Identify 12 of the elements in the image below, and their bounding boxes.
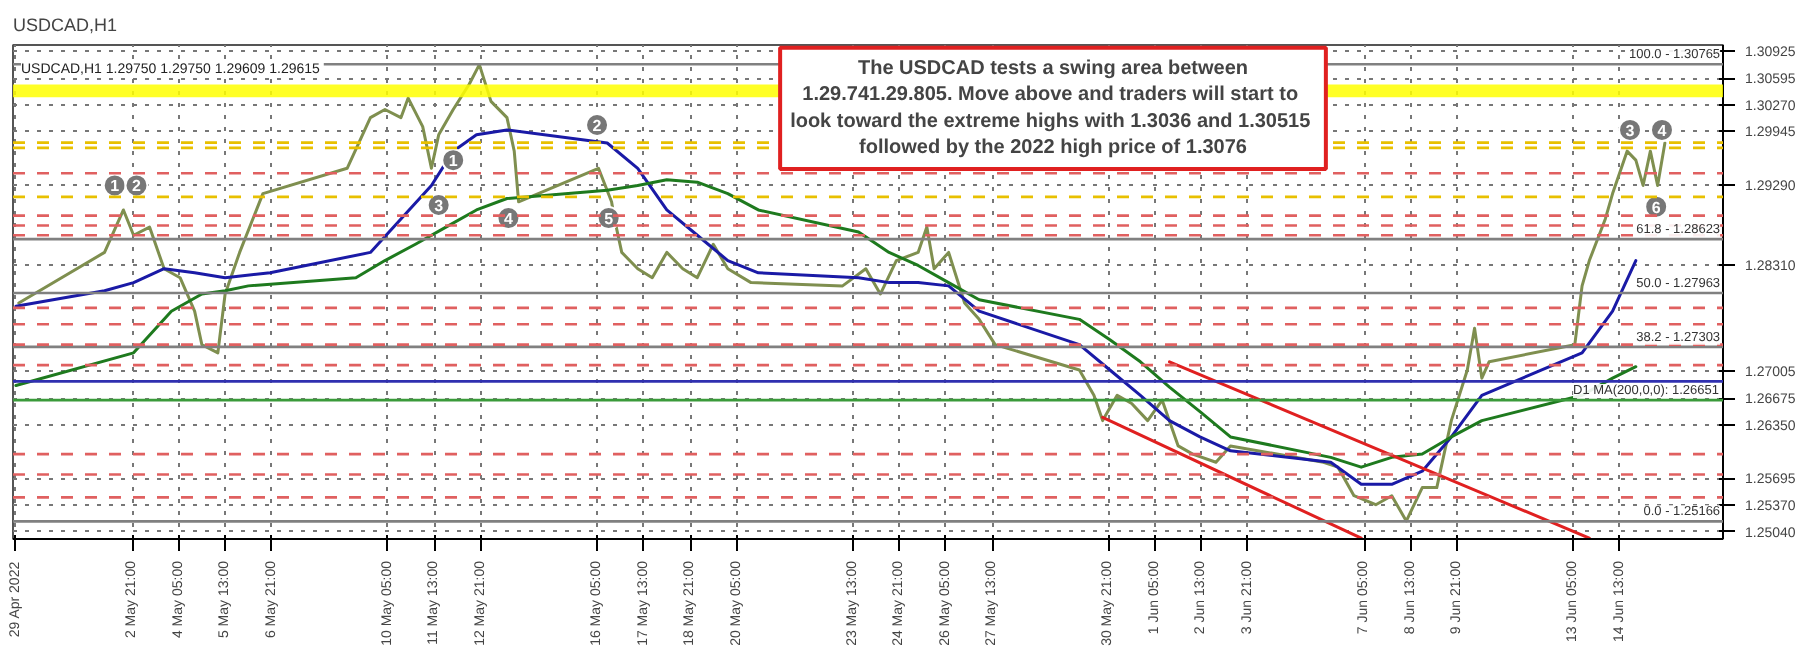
annotation: The USDCAD tests a swing area between 1.29.741.29.805. Move above and traders will start to look toward the extreme highs with 1.3036 and 1.30515 followed by the 2022 high price of 1.3076 xyxy=(790,57,1312,159)
chart-title: USDCAD,H1 xyxy=(13,15,118,35)
annotation: 2 xyxy=(132,177,143,196)
annotation: 6 xyxy=(1651,198,1662,217)
annotation: 1 xyxy=(110,177,121,196)
annotation: 4 xyxy=(1657,121,1668,140)
annotation: 1 xyxy=(448,152,459,171)
annotation: 3 xyxy=(1625,121,1636,140)
annotation: 3 xyxy=(434,197,445,216)
annotation: 5 xyxy=(604,210,615,229)
annotation: 2 xyxy=(592,117,603,136)
annotation: 4 xyxy=(503,210,514,229)
